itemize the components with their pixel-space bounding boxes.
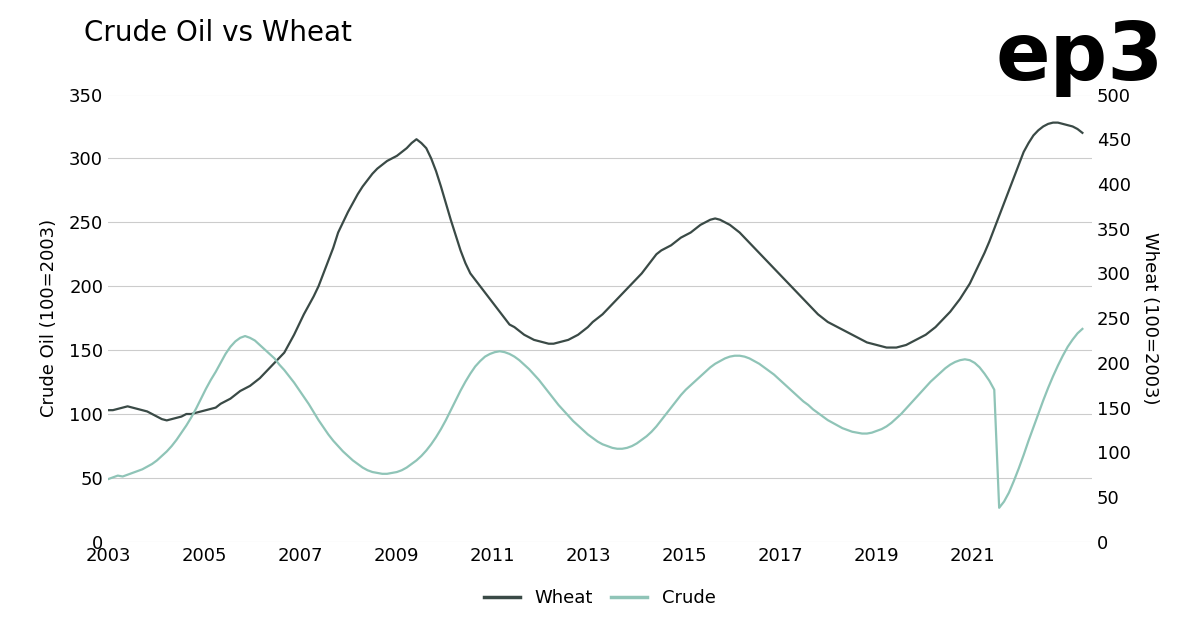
Y-axis label: Wheat (100=2003): Wheat (100=2003) (1141, 232, 1159, 404)
Y-axis label: Crude Oil (100=2003): Crude Oil (100=2003) (40, 219, 58, 417)
Legend: Wheat, Crude: Wheat, Crude (478, 582, 722, 615)
Text: ep3: ep3 (996, 19, 1164, 97)
Text: Crude Oil vs Wheat: Crude Oil vs Wheat (84, 19, 352, 47)
